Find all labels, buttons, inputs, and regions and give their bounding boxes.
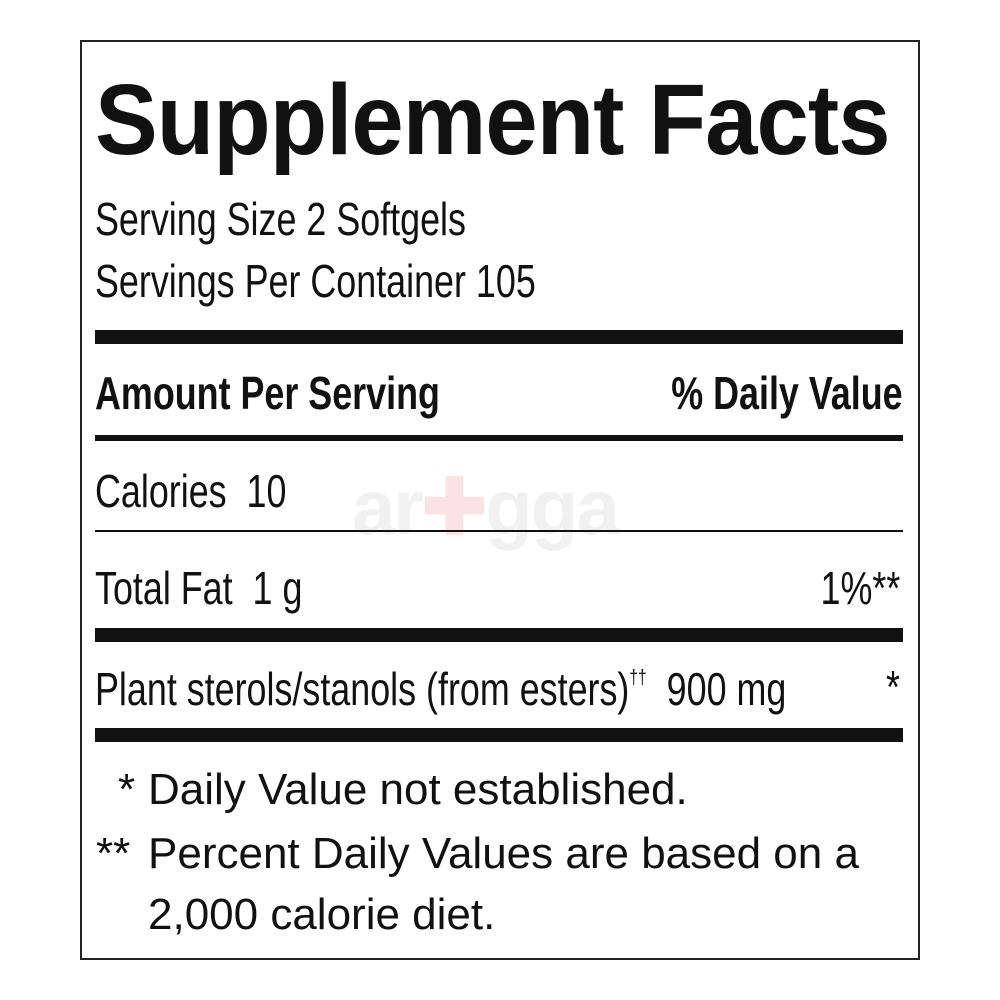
amount-per-serving-header: Amount Per Serving [95, 367, 440, 419]
total-fat-dv: 1%** [820, 562, 900, 614]
serving-size: Serving Size 2 Softgels [95, 193, 466, 245]
servings-per-container: Servings Per Container 105 [95, 255, 536, 307]
thick-divider [95, 628, 903, 642]
label-title: Supplement Facts [95, 64, 891, 176]
footnote-mark: ** [96, 829, 131, 878]
thick-divider [95, 728, 903, 742]
footnote-text: Percent Daily Values are based on a [148, 829, 859, 878]
thin-divider [95, 530, 903, 532]
footnote-text: Daily Value not established. [148, 765, 688, 814]
calories-row: Calories 10 [95, 465, 287, 517]
footnote-mark: * [118, 765, 136, 814]
medium-divider [95, 435, 903, 441]
total-fat-row: Total Fat 1 g [95, 562, 303, 614]
plant-sterols-row: Plant sterols/stanols (from esters)†† 90… [95, 663, 787, 715]
daily-value-header: % Daily Value [671, 367, 903, 419]
watermark-logo: ar✚gga [352, 463, 620, 551]
thick-divider [95, 330, 903, 344]
footnote-text-continued: 2,000 calorie diet. [148, 890, 496, 939]
supplement-facts-panel [80, 40, 920, 960]
plant-sterols-dv: * [886, 661, 900, 713]
